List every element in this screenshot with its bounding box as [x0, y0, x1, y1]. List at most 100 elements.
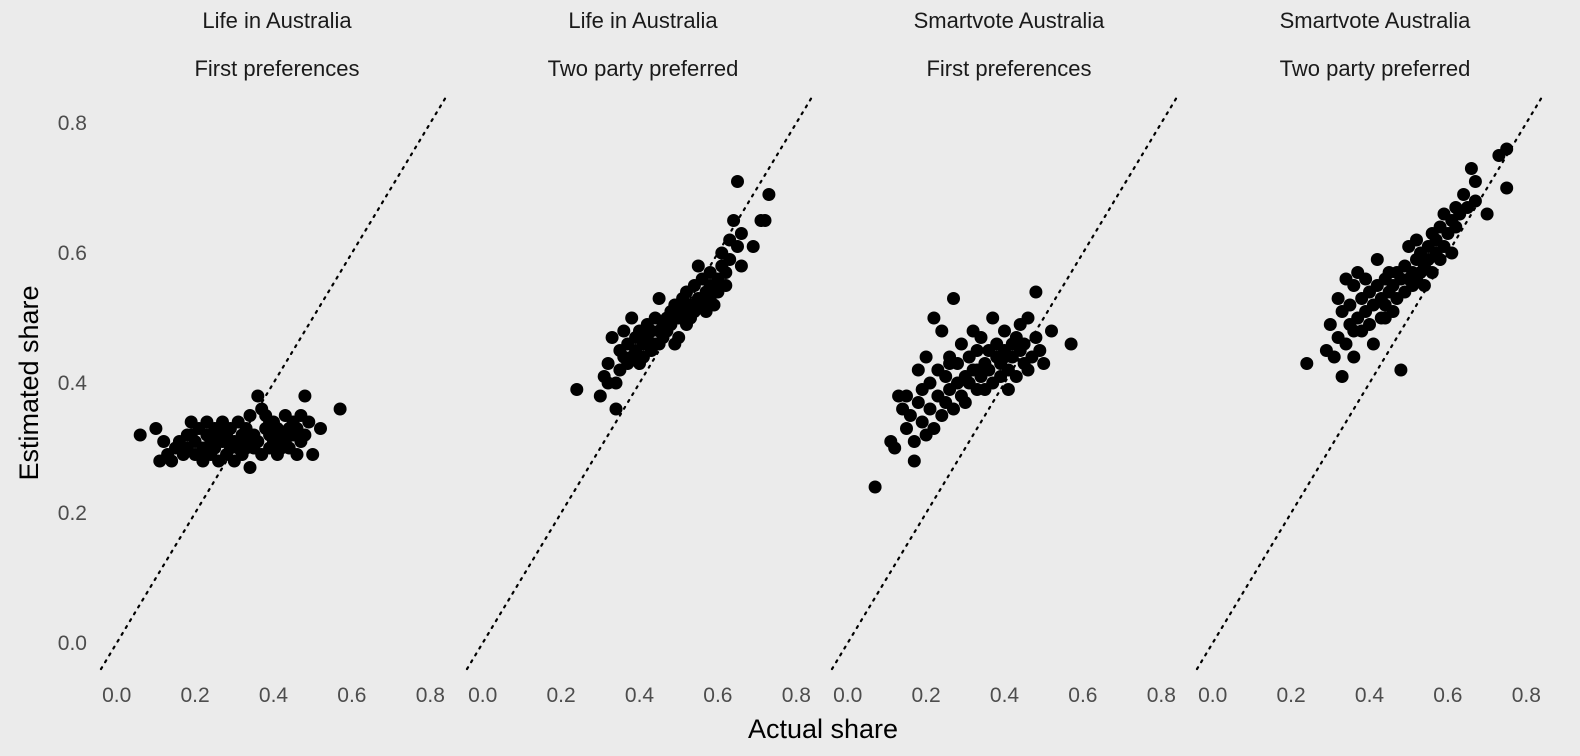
data-point: [986, 311, 1000, 325]
data-point: [243, 409, 257, 422]
reference-line: [1195, 95, 1544, 671]
data-point: [1323, 318, 1337, 331]
data-point: [314, 422, 327, 435]
data-point: [601, 357, 615, 370]
data-point: [1445, 246, 1459, 260]
data-point: [680, 298, 693, 312]
data-point: [734, 259, 748, 273]
data-point: [298, 389, 312, 403]
data-point: [1457, 188, 1471, 201]
data-point: [970, 344, 984, 357]
data-point: [1045, 324, 1058, 338]
panel-title-line2: First preferences: [926, 56, 1091, 81]
x-tick-label: 0.2: [911, 684, 940, 707]
data-point: [911, 363, 925, 377]
x-tick-label: 0.2: [546, 684, 575, 707]
data-point: [927, 422, 941, 435]
data-point: [184, 428, 198, 442]
data-point: [290, 448, 304, 461]
data-point: [1327, 350, 1341, 364]
data-point: [1433, 253, 1447, 266]
data-point: [306, 448, 320, 461]
data-point: [1464, 162, 1478, 175]
data-point: [1468, 175, 1482, 188]
data-point: [1021, 311, 1035, 325]
x-tick-label: 0.6: [703, 684, 732, 707]
data-point: [947, 292, 960, 305]
data-point: [1366, 337, 1380, 351]
x-tick-label: 0.0: [102, 684, 131, 707]
data-point: [1029, 331, 1043, 344]
data-point: [1001, 383, 1015, 396]
data-point: [251, 435, 265, 448]
panel-smartvote-two-party-preferred: Smartvote Australia Two party preferred …: [1195, 8, 1544, 707]
data-point: [707, 298, 721, 312]
data-point: [1335, 370, 1349, 383]
data-point: [915, 415, 929, 429]
data-point: [672, 331, 686, 344]
x-tick-label: 0.2: [1276, 684, 1305, 707]
panel-title-line1: Life in Australia: [202, 8, 352, 33]
data-point: [1017, 337, 1031, 351]
data-point: [998, 324, 1011, 338]
reference-line: [99, 95, 448, 671]
data-point: [911, 396, 925, 409]
panel-title-line2: First preferences: [194, 56, 359, 81]
data-point: [888, 441, 902, 455]
data-point: [1347, 324, 1361, 338]
data-point: [298, 428, 312, 442]
data-point: [605, 331, 619, 344]
data-point: [1300, 357, 1314, 370]
data-point: [1033, 344, 1047, 357]
data-point: [1331, 292, 1345, 305]
data-point: [263, 415, 277, 429]
panel-life-first-preferences: Life in Australia First preferences 0.0 0…: [99, 8, 448, 707]
data-point: [1410, 233, 1423, 247]
data-point: [939, 370, 953, 383]
data-point: [998, 350, 1011, 364]
data-point: [1378, 311, 1392, 325]
x-tick-label: 0.8: [416, 684, 445, 707]
data-point: [239, 441, 253, 455]
data-point: [302, 415, 316, 429]
data-point: [1064, 337, 1078, 351]
data-point: [1410, 272, 1423, 286]
panel-smartvote-first-preferences: Smartvote Australia First preferences 0.…: [830, 8, 1179, 707]
data-point: [691, 259, 705, 273]
data-point: [727, 214, 741, 227]
data-point: [1347, 350, 1361, 364]
data-point: [1343, 298, 1357, 312]
data-point: [731, 240, 744, 253]
data-point: [192, 448, 206, 461]
data-point: [251, 389, 265, 403]
data-point: [570, 383, 584, 396]
y-axis-title: Estimated share: [14, 285, 44, 480]
x-axis-title: Actual share: [748, 714, 898, 744]
data-point: [617, 324, 631, 338]
reference-line: [830, 95, 1179, 671]
panel-title-line1: Smartvote Australia: [914, 8, 1106, 33]
data-point: [923, 402, 937, 416]
panel-life-two-party-preferred: Life in Australia Two party preferred 0.…: [465, 8, 814, 707]
x-tick-label: 0.6: [1068, 684, 1097, 707]
data-point: [935, 324, 949, 338]
data-point: [919, 350, 933, 364]
data-point: [1480, 207, 1494, 221]
data-point: [243, 461, 257, 474]
data-point: [982, 363, 996, 377]
data-point: [216, 422, 229, 435]
data-point: [943, 357, 957, 370]
y-tick-label: 0.0: [58, 632, 87, 655]
data-point: [609, 376, 623, 390]
data-point: [625, 311, 639, 325]
data-point: [703, 279, 717, 292]
x-tick-label: 0.6: [337, 684, 366, 707]
panel-title-line2: Two party preferred: [1280, 56, 1471, 81]
y-tick-label: 0.8: [58, 112, 87, 135]
data-point: [333, 402, 347, 416]
data-point: [1037, 357, 1051, 370]
data-point: [719, 279, 733, 292]
reference-line: [465, 95, 814, 671]
data-point: [1347, 279, 1361, 292]
